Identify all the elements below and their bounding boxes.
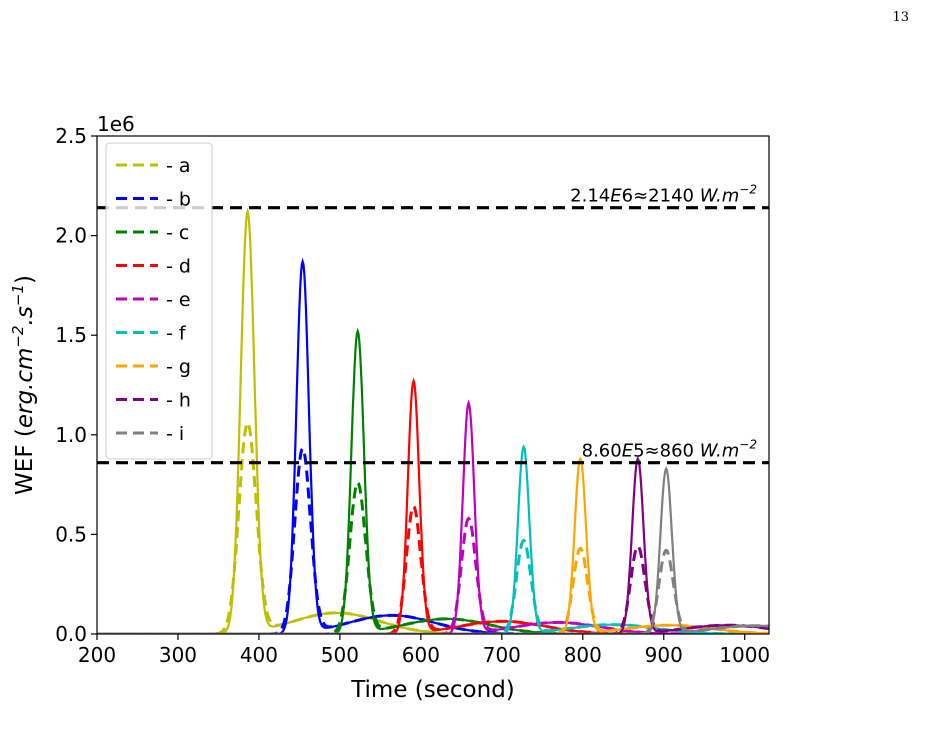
- legend-label-8: - h: [166, 390, 191, 412]
- series-dashed-7: [97, 546, 769, 634]
- y-tick-label: 1.5: [55, 323, 87, 347]
- legend-label-1: - a: [166, 155, 191, 177]
- legend-label-2: - b: [166, 189, 191, 211]
- series-solid-6: [97, 444, 769, 634]
- legend-label-6: - f: [166, 323, 187, 345]
- legend-label-9: - i: [166, 423, 184, 445]
- y-axis-label: WEF (erg.cm−2.s−1): [9, 275, 38, 495]
- page-number: 13: [892, 10, 909, 25]
- y-axis: 0.0 0.5 1.0 1.5 2.0 2.5: [55, 124, 97, 646]
- legend-label-3: - c: [166, 222, 189, 244]
- x-tick-label: 200: [78, 643, 116, 667]
- series-dashed-1: [97, 420, 769, 634]
- y-tick-label: 0.5: [55, 522, 87, 546]
- series-dashed-4: [97, 504, 769, 634]
- legend-label-7: - g: [166, 356, 191, 378]
- series-solid-2: [97, 257, 769, 634]
- series-solid-7: [97, 456, 769, 634]
- series-dashed-3: [97, 480, 769, 634]
- series-solid-4: [97, 377, 769, 634]
- x-tick-label: 600: [402, 643, 440, 667]
- legend-label-5: - e: [166, 289, 191, 311]
- reference-label-2: 8.60E5≈860 W.m−2: [582, 438, 757, 462]
- x-tick-label: 1000: [719, 643, 770, 667]
- reference-label-1: 2.14E6≈2140 W.m−2: [570, 183, 757, 207]
- legend: - a - b - c - d - e - f - g - h - i: [105, 142, 213, 460]
- reference-lines: 2.14E6≈2140 W.m−2 8.60E5≈860 W.m−2: [97, 183, 769, 465]
- plot-area: 2.14E6≈2140 W.m−2 8.60E5≈860 W.m−2: [97, 183, 769, 634]
- series-dashed-9: [97, 548, 769, 634]
- y-tick-label: 2.0: [55, 224, 87, 248]
- x-tick-label: 300: [159, 643, 197, 667]
- x-tick-label: 900: [645, 643, 683, 667]
- y-tick-label: 2.5: [55, 124, 87, 148]
- series-dashed-5: [97, 516, 769, 634]
- curves: [97, 207, 769, 634]
- series-dashed-8: [97, 544, 769, 634]
- x-tick-label: 500: [321, 643, 359, 667]
- series-solid-3: [97, 327, 769, 634]
- x-axis-label: Time (second): [350, 677, 515, 703]
- legend-box: [105, 142, 213, 460]
- x-axis: 200 300 400 500 600 700 800 900 1000: [78, 634, 770, 667]
- offset-text: 1e6: [97, 112, 135, 136]
- x-tick-label: 800: [564, 643, 602, 667]
- x-tick-label: 400: [240, 643, 278, 667]
- legend-label-4: - d: [166, 256, 191, 278]
- plot-frame: [96, 135, 770, 635]
- y-tick-label: 0.0: [55, 622, 87, 646]
- x-tick-label: 700: [483, 643, 521, 667]
- y-tick-label: 1.0: [55, 423, 87, 447]
